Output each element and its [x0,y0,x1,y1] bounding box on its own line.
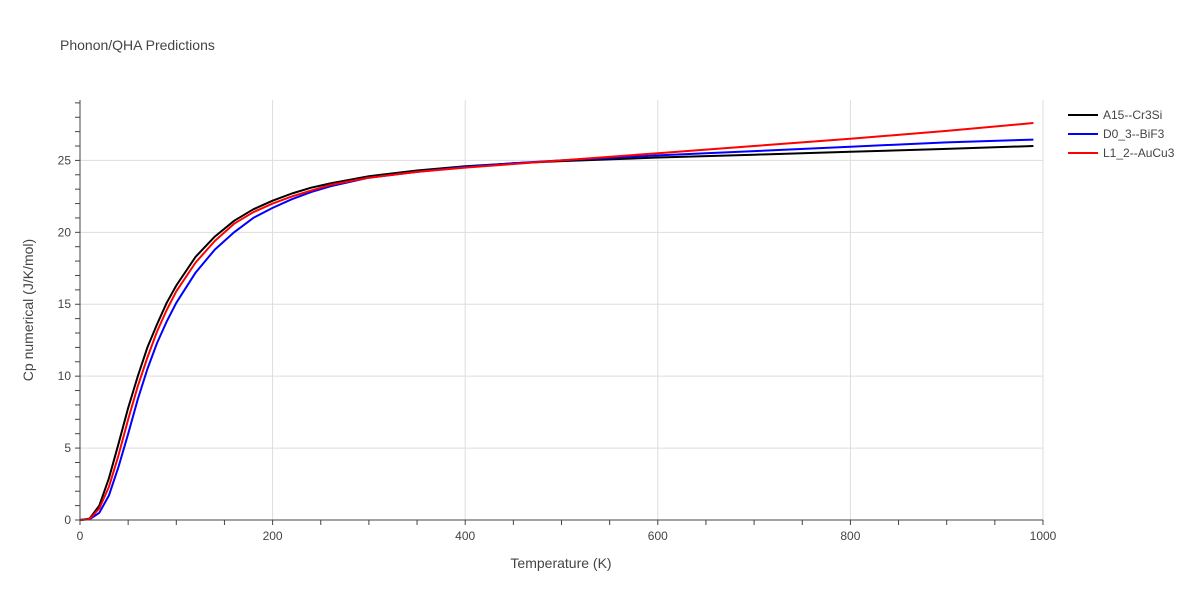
legend[interactable]: A15--Cr3Si D0_3--BiF3 L1_2--AuCu3 [1068,108,1175,160]
chart-title: Phonon/QHA Predictions [60,37,215,53]
legend-label[interactable]: D0_3--BiF3 [1103,127,1165,141]
legend-label[interactable]: A15--Cr3Si [1103,108,1162,122]
plot-area [79,122,1034,521]
x-tick-label: 1000 [1030,529,1057,543]
y-tick-label: 25 [58,153,72,167]
series-line[interactable] [79,138,1034,521]
x-tick-label: 200 [263,529,283,543]
x-tick-label: 600 [648,529,668,543]
y-tick-label: 15 [58,297,72,311]
y-tick-label: 10 [58,369,72,383]
y-tick-label: 0 [64,513,71,527]
series-line[interactable] [79,145,1034,521]
y-tick-label: 20 [58,225,72,239]
x-tick-label: 800 [840,529,860,543]
series-line[interactable] [79,122,1034,521]
grid [80,100,1044,520]
y-axis-title: Cp numerical (J/K/mol) [20,239,36,381]
axes: 0 200 400 600 800 1000 0 5 10 15 20 25 [58,100,1057,543]
legend-label[interactable]: L1_2--AuCu3 [1103,146,1175,160]
y-tick-label: 5 [64,441,71,455]
x-tick-label: 400 [455,529,475,543]
x-tick-label: 0 [77,529,84,543]
x-axis-title: Temperature (K) [510,555,611,571]
